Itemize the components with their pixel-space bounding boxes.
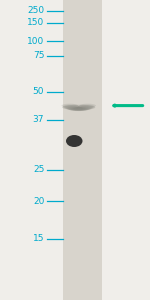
Ellipse shape: [63, 105, 79, 108]
Ellipse shape: [61, 104, 78, 107]
Text: 250: 250: [27, 6, 44, 15]
Text: 25: 25: [33, 165, 44, 174]
Ellipse shape: [74, 106, 91, 110]
Text: 37: 37: [33, 116, 44, 124]
Bar: [63, 0, 102, 300]
Text: 20: 20: [33, 196, 44, 206]
Ellipse shape: [62, 105, 95, 110]
Ellipse shape: [69, 107, 86, 111]
Ellipse shape: [67, 106, 83, 110]
Ellipse shape: [72, 107, 88, 111]
Text: 50: 50: [33, 87, 44, 96]
Ellipse shape: [80, 104, 96, 107]
Ellipse shape: [78, 105, 95, 108]
Text: 150: 150: [27, 18, 44, 27]
Ellipse shape: [73, 107, 90, 111]
Ellipse shape: [77, 106, 93, 109]
Ellipse shape: [64, 106, 81, 109]
Ellipse shape: [65, 106, 82, 110]
Ellipse shape: [66, 135, 82, 147]
Text: 100: 100: [27, 37, 44, 46]
Ellipse shape: [68, 107, 84, 111]
Ellipse shape: [76, 106, 92, 110]
Text: 15: 15: [33, 234, 44, 243]
Text: 75: 75: [33, 51, 44, 60]
Ellipse shape: [70, 107, 87, 111]
